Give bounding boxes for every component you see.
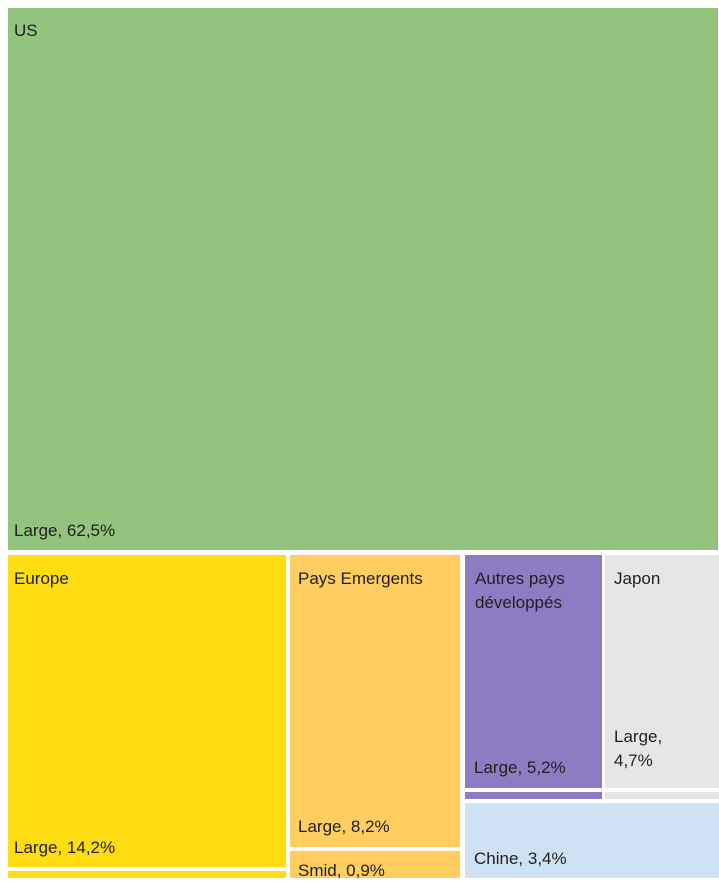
cell-label-europe-large: Large, 14,2%	[14, 838, 116, 857]
cell-label-autres-pays-large: Large, 5,2%	[474, 758, 566, 777]
treemap-cell-japon-large	[605, 555, 719, 788]
group-label-autres-pays: Autres pays développés	[475, 569, 565, 612]
cell-label-chine: Chine, 3,4%	[474, 849, 567, 868]
cell-label-us-large: Large, 62,5%	[14, 521, 116, 540]
group-label-japon: Japon	[614, 569, 661, 588]
cell-label-pays-emergents-smid: Smid, 0,9%	[298, 861, 385, 880]
treemap-cell-chine	[465, 803, 719, 878]
treemap-cell-pays-emergents-large	[290, 555, 460, 847]
cell-label-japon-large: Large, 4,7%	[614, 727, 663, 770]
treemap-cell-japon-smid	[605, 792, 719, 799]
treemap-cell-us-large	[8, 8, 718, 550]
cell-label-pays-emergents-large: Large, 8,2%	[298, 817, 390, 836]
treemap-cell-europe-smid	[8, 871, 286, 878]
treemap-cell-autres-pays-smid	[465, 792, 602, 799]
treemap-cell-autres-pays-large	[465, 555, 602, 788]
group-label-pays-emergents: Pays Emergents	[298, 569, 423, 588]
group-label-us: US	[14, 21, 38, 40]
group-label-europe: Europe	[14, 569, 69, 588]
treemap-cell-europe-large	[8, 555, 286, 867]
treemap-cell-pays-emergents-smid	[290, 851, 460, 878]
